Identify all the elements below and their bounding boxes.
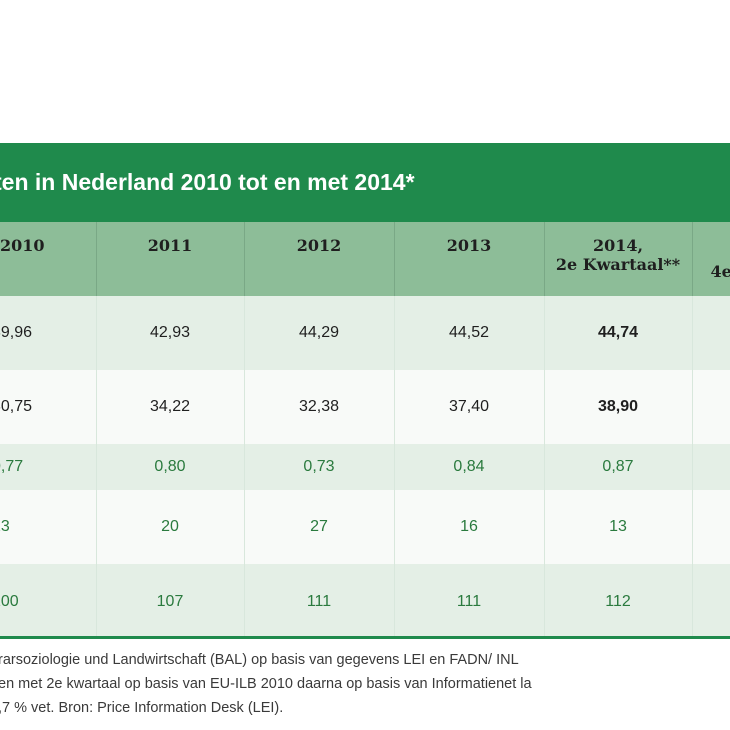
footnote-line: ,7 % vet. Bron: Price Information Desk (… xyxy=(0,700,284,716)
table-cell: 0,77 xyxy=(0,444,97,490)
footnote-line: en met 2e kwartaal op basis van EU-ILB 2… xyxy=(0,676,532,692)
table-cell-empty xyxy=(692,490,730,564)
col-header-2014-quarter: 2e Kwartaal** xyxy=(555,255,681,274)
table-cell: 27 xyxy=(244,490,395,564)
table-cell: 20 xyxy=(96,490,245,564)
table-title-bar: ten in Nederland 2010 tot en met 2014* xyxy=(0,143,730,222)
table-cell: 37,40 xyxy=(394,370,545,444)
col-header-2014-year: 2014, xyxy=(592,236,644,255)
col-header-cut: 4e xyxy=(692,222,730,296)
table-cell: 44,52 xyxy=(394,296,545,370)
table-cell: 34,22 xyxy=(96,370,245,444)
table-cell: 23 xyxy=(0,490,97,564)
table-row: 23 20 27 16 13 xyxy=(0,490,730,564)
table-cell: 44,29 xyxy=(244,296,395,370)
table-cell: 16 xyxy=(394,490,545,564)
data-table: 2010 2011 2012 2013 2014, 2e Kwartaal** … xyxy=(0,222,730,639)
table-cell: 112 xyxy=(544,564,693,639)
table-title: ten in Nederland 2010 tot en met 2014* xyxy=(0,169,415,195)
table-cell-empty xyxy=(692,296,730,370)
data-table-wrapper: 2010 2011 2012 2013 2014, 2e Kwartaal** … xyxy=(0,222,730,639)
table-cell: 111 xyxy=(394,564,545,639)
table-row: 0,77 0,80 0,73 0,84 0,87 xyxy=(0,444,730,490)
col-header-2010: 2010 xyxy=(0,222,97,296)
table-cell: 111 xyxy=(244,564,395,639)
table-row: 100 107 111 111 112 xyxy=(0,564,730,639)
table-cell: 0,84 xyxy=(394,444,545,490)
table-cell-empty xyxy=(692,370,730,444)
col-header-2011: 2011 xyxy=(96,222,245,296)
footnotes: rarsoziologie und Landwirtschaft (BAL) o… xyxy=(0,648,730,720)
col-header-2013: 2013 xyxy=(394,222,545,296)
table-cell: 107 xyxy=(96,564,245,639)
footnote-line: rarsoziologie und Landwirtschaft (BAL) o… xyxy=(0,652,519,668)
table-cell: 13 xyxy=(544,490,693,564)
table-cell: 0,87 xyxy=(544,444,693,490)
table-cell: 0,80 xyxy=(96,444,245,490)
table-cell: 44,74 xyxy=(544,296,693,370)
table-cell: 30,75 xyxy=(0,370,97,444)
table-cell: 100 xyxy=(0,564,97,639)
table-cell: 32,38 xyxy=(244,370,395,444)
table-bottom-rule xyxy=(0,636,730,639)
table-row: 30,75 34,22 32,38 37,40 38,90 xyxy=(0,370,730,444)
col-header-2014: 2014, 2e Kwartaal** xyxy=(544,222,693,296)
table-cell: 42,93 xyxy=(96,296,245,370)
table-cell: 38,90 xyxy=(544,370,693,444)
table-cell: 39,96 xyxy=(0,296,97,370)
table-cell: 0,73 xyxy=(244,444,395,490)
table-cell-empty xyxy=(692,444,730,490)
col-header-2012: 2012 xyxy=(244,222,395,296)
table-cell-empty xyxy=(692,564,730,639)
header-row: 2010 2011 2012 2013 2014, 2e Kwartaal** … xyxy=(0,222,730,296)
table-row: 39,96 42,93 44,29 44,52 44,74 xyxy=(0,296,730,370)
